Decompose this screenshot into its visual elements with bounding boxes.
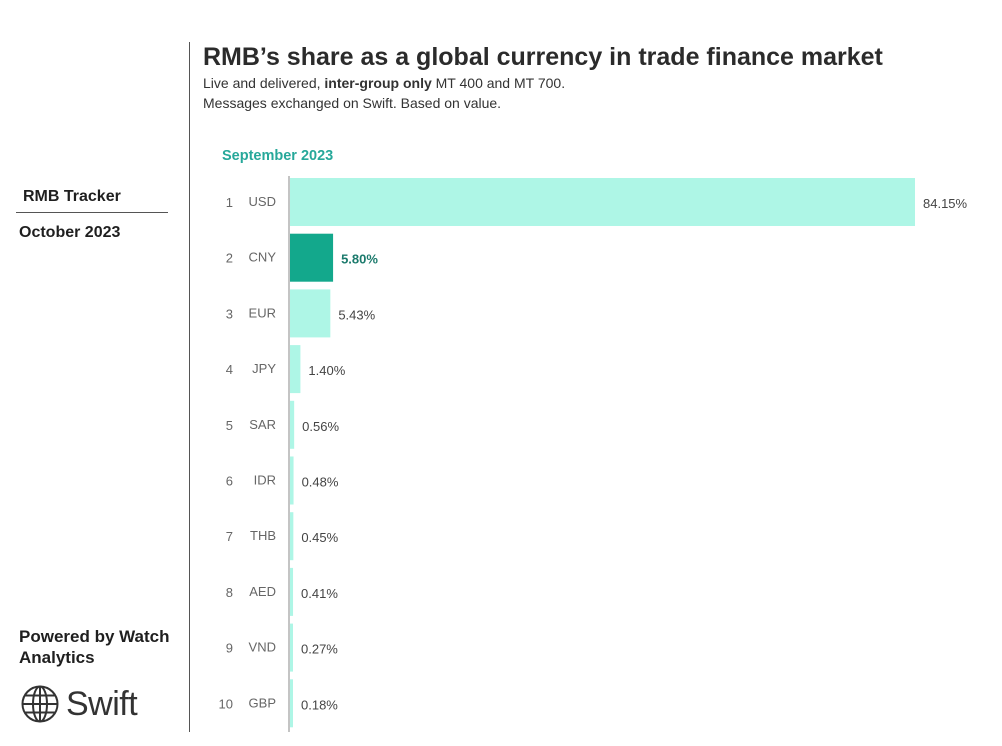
rank-label: 4 (226, 362, 233, 377)
value-label: 0.18% (301, 697, 338, 712)
subtitle-line-1: Live and delivered, inter-group only MT … (203, 74, 993, 92)
globe-icon (21, 685, 59, 723)
value-label: 1.40% (308, 363, 345, 378)
value-label: 0.45% (301, 530, 338, 545)
bar-usd (290, 178, 915, 226)
bar-cny (290, 233, 334, 282)
rank-label: 3 (226, 306, 233, 321)
currency-label: SAR (249, 417, 276, 432)
value-label: 0.41% (301, 586, 338, 601)
currency-label: VND (249, 640, 276, 655)
bar-eur (290, 289, 331, 338)
bar-sar (290, 400, 295, 449)
value-label: 84.15% (923, 196, 968, 211)
vertical-divider (189, 42, 190, 732)
value-label: 5.43% (338, 307, 375, 322)
tracker-divider (16, 212, 168, 213)
bar-gbp (290, 679, 293, 728)
powered-by-text: Powered by Watch Analytics (19, 627, 170, 667)
currency-label: JPY (252, 361, 276, 376)
subtitle-text-b: MT 400 and MT 700. (431, 75, 566, 91)
bar-idr (290, 456, 294, 505)
chart-period-label: September 2023 (222, 148, 334, 164)
value-label: 0.56% (302, 419, 339, 434)
tracker-title: RMB Tracker (23, 188, 121, 205)
swift-wordmark: Swift (66, 684, 138, 723)
bar-vnd (290, 623, 293, 672)
sidebar: RMB Tracker October 2023 Powered by Watc… (0, 0, 190, 746)
rank-label: 5 (226, 418, 233, 433)
rank-label: 1 (226, 195, 233, 210)
page-title: RMB’s share as a global currency in trad… (203, 43, 883, 71)
currency-label: CNY (249, 250, 277, 265)
currency-label: AED (249, 584, 276, 599)
subtitle-line-2: Messages exchanged on Swift. Based on va… (203, 95, 502, 111)
currency-label: USD (249, 194, 276, 209)
value-label: 0.27% (301, 642, 338, 657)
rank-label: 2 (226, 251, 233, 266)
bar-aed (290, 567, 294, 616)
tracker-date: October 2023 (19, 224, 121, 241)
rank-label: 10 (219, 696, 233, 711)
currency-label: GBP (249, 695, 276, 710)
currency-label: IDR (254, 473, 276, 488)
rank-label: 8 (226, 585, 233, 600)
value-label: 0.48% (302, 475, 339, 490)
chart-header: RMB’s share as a global currency in trad… (203, 42, 993, 112)
subtitle-bold-text: inter-group only (324, 75, 432, 91)
swift-logo: Swift (20, 684, 138, 724)
rank-label: 9 (226, 641, 233, 656)
value-label: 5.80% (341, 252, 378, 267)
bar-thb (290, 512, 294, 561)
bar-jpy (290, 345, 301, 394)
rank-label: 6 (226, 474, 233, 489)
currency-label: EUR (249, 305, 276, 320)
subtitle-text-a: Live and delivered, (203, 75, 325, 91)
rank-label: 7 (226, 529, 233, 544)
currency-label: THB (250, 528, 276, 543)
